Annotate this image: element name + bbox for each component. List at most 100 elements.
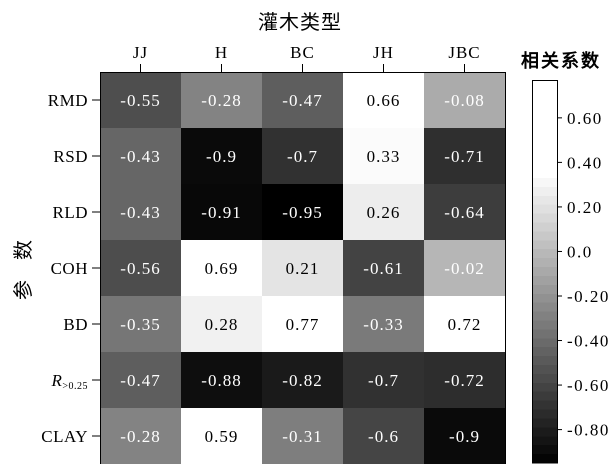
- cell-value-label: -0.28: [120, 427, 160, 446]
- heatmap-cell-fill: [262, 240, 344, 297]
- heatmap-cell: 0.69: [181, 240, 263, 297]
- colorbar-band: [532, 293, 557, 304]
- colorbar-band: [532, 427, 557, 437]
- colorbar-band: [532, 151, 557, 161]
- colorbar-tick-label: 0.0: [567, 242, 593, 261]
- y-axis-title: 参数: [11, 220, 35, 300]
- cell-value-label: -0.9: [206, 147, 237, 166]
- y-tick-label-clay: CLAY: [41, 427, 88, 446]
- y-tick-label-rmd: RMD: [48, 91, 88, 110]
- colorbar-tick-label: -0.60: [567, 376, 610, 395]
- heatmap-cell: -0.55: [100, 72, 182, 129]
- colorbar-band: [532, 418, 557, 428]
- heatmap-cell: 0.72: [424, 296, 506, 353]
- heatmap-cell: -0.02: [424, 240, 506, 297]
- cell-value-label: -0.82: [282, 371, 322, 390]
- colorbar-band: [532, 311, 557, 322]
- colorbar-band: [532, 356, 557, 366]
- heatmap-cell-fill: [100, 72, 182, 129]
- heatmap-cell-fill: [181, 128, 263, 185]
- heatmap-cell-fill: [262, 352, 344, 409]
- y-tick-label-main: RSD: [53, 147, 88, 166]
- x-axis: JJ H BC JH JBC: [133, 43, 480, 72]
- cell-value-label: -0.7: [368, 371, 399, 390]
- heatmap-cell-fill: [343, 72, 425, 129]
- cell-value-label: -0.6: [368, 427, 399, 446]
- heatmap-cell: -0.28: [100, 408, 182, 464]
- y-tick-label-main: CLAY: [41, 427, 88, 446]
- colorbar-band: [532, 124, 557, 135]
- cell-value-label: -0.71: [444, 147, 484, 166]
- y-tick-label-coh: COH: [51, 259, 88, 278]
- colorbar-band: [532, 142, 557, 152]
- cell-value-label: -0.33: [363, 315, 403, 334]
- colorbar-band: [532, 400, 557, 411]
- heatmap-cell: -0.71: [424, 128, 506, 185]
- heatmap-cell: -0.9: [424, 408, 506, 464]
- colorbar-band: [532, 169, 557, 179]
- colorbar-frame: [532, 80, 558, 464]
- cell-value-label: -0.64: [444, 203, 484, 222]
- cell-value-label: -0.43: [120, 147, 160, 166]
- heatmap-cell: 0.21: [262, 240, 344, 297]
- colorbar-band: [532, 240, 557, 250]
- colorbar-band: [532, 204, 557, 215]
- heatmap-frame: [100, 72, 506, 464]
- cell-value-label: 0.72: [448, 315, 482, 334]
- cell-value-label: -0.95: [282, 203, 322, 222]
- heatmap-cell: -0.56: [100, 240, 182, 297]
- cell-value-label: 0.26: [367, 203, 401, 222]
- colorbar-band: [532, 186, 557, 197]
- heatmap-cell: 0.66: [343, 72, 425, 129]
- x-tick-label-jj: JJ: [133, 43, 148, 62]
- heatmap-cell-fill: [100, 184, 182, 241]
- cell-value-label: -0.72: [444, 371, 484, 390]
- colorbar-band: [532, 373, 557, 384]
- colorbar-band: [532, 133, 557, 143]
- heatmap-cell-fill: [262, 72, 344, 129]
- cell-value-label: 0.69: [205, 259, 239, 278]
- colorbar-band: [532, 97, 557, 108]
- cell-value-label: -0.28: [201, 91, 241, 110]
- cell-value-label: -0.02: [444, 259, 484, 278]
- colorbar-band: [532, 160, 557, 170]
- heatmap-cell-fill: [424, 72, 506, 129]
- heatmap-cell: -0.91: [181, 184, 263, 241]
- colorbar-tick-label: 0.60: [567, 109, 603, 128]
- heatmap-cell-fill: [424, 352, 506, 409]
- colorbar-tick-label: -0.20: [567, 287, 610, 306]
- cell-value-label: -0.31: [282, 427, 322, 446]
- cell-value-label: 0.66: [367, 91, 401, 110]
- colorbar-band: [532, 409, 557, 420]
- y-tick-label-rsd: RSD: [53, 147, 88, 166]
- x-tick-label-jbc: JBC: [448, 43, 480, 62]
- heatmap-cell-fill: [181, 72, 263, 129]
- heatmap-cell-fill: [181, 240, 263, 297]
- heatmap-cell-fill: [343, 184, 425, 241]
- cell-value-label: -0.61: [363, 259, 403, 278]
- heatmap-cell-fill: [100, 408, 182, 464]
- cell-value-label: -0.35: [120, 315, 160, 334]
- heatmap-cell: -0.72: [424, 352, 506, 409]
- colorbar-band: [532, 88, 557, 99]
- heatmap-cell-fill: [424, 128, 506, 185]
- colorbar-band: [532, 338, 557, 348]
- heatmap-cell: -0.6: [343, 408, 425, 464]
- heatmap-cell-fill: [424, 408, 506, 464]
- heatmap-cell: -0.61: [343, 240, 425, 297]
- colorbar-band: [532, 231, 557, 241]
- y-tick-label-rld: RLD: [53, 203, 89, 222]
- heatmap-cell-fill: [100, 352, 182, 409]
- x-tick-label-bc: BC: [290, 43, 315, 62]
- colorbar: 0.60 0.40 0.20 0.0 -0.20 -0.40 -0.60 -0.80: [532, 80, 610, 464]
- cell-value-label: 0.21: [286, 259, 320, 278]
- colorbar-band: [532, 391, 557, 402]
- colorbar-band: [532, 275, 557, 286]
- colorbar-band: [532, 302, 557, 313]
- heatmap-cell: 0.28: [181, 296, 263, 353]
- heatmap-cell: -0.43: [100, 184, 182, 241]
- colorbar-band: [532, 436, 557, 446]
- colorbar-band: [532, 320, 557, 330]
- colorbar-tick-label: 0.20: [567, 198, 603, 217]
